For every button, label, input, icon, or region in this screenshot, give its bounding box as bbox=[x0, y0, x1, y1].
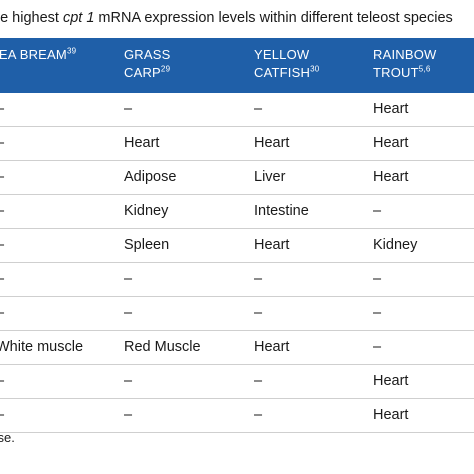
table-row: –––– bbox=[0, 297, 474, 331]
table-body: –––Heart–HeartHeartHeart–AdiposeLiverHea… bbox=[0, 93, 474, 433]
cell-yellow-catfish: Heart bbox=[254, 339, 290, 355]
cell-sea-bream: – bbox=[0, 161, 4, 194]
table-header: SEA BREAM39 GRASS CARP29 YELLOW CATFISH3… bbox=[0, 38, 474, 93]
cell-sea-bream: – bbox=[0, 297, 4, 330]
cell-sea-bream: – bbox=[0, 93, 4, 126]
cell-grass-carp: – bbox=[124, 101, 133, 117]
caption-text: he highest cpt 1 mRNA expression levels … bbox=[0, 0, 453, 36]
cell-grass-carp: – bbox=[124, 305, 133, 321]
cell-yellow-catfish: Heart bbox=[254, 237, 290, 253]
cell-grass-carp: Heart bbox=[124, 135, 160, 151]
cell-rainbow-trout: – bbox=[373, 305, 382, 321]
table-row: – – – Heart bbox=[0, 365, 474, 399]
cell-grass-carp: – bbox=[124, 407, 133, 423]
cell-sea-bream: – bbox=[0, 127, 4, 160]
cell-sea-bream: – bbox=[0, 399, 4, 432]
cell-rainbow-trout: Heart bbox=[373, 373, 409, 389]
header-rainbow-trout: RAINBOW TROUT5,6 bbox=[373, 47, 437, 80]
cell-rainbow-trout: – bbox=[373, 339, 382, 355]
table-row: – Heart Heart Heart bbox=[0, 127, 474, 161]
header-grass-carp: GRASS CARP29 bbox=[124, 47, 171, 80]
table-row: – Adipose Liver Heart bbox=[0, 161, 474, 195]
cell-sea-bream: – bbox=[0, 365, 4, 398]
cell-rainbow-trout: – bbox=[373, 203, 382, 219]
cell-yellow-catfish: Heart bbox=[254, 135, 290, 151]
cell-yellow-catfish: Intestine bbox=[254, 203, 309, 219]
caption-gene-name: cpt 1 bbox=[62, 10, 95, 26]
header-sea-bream: SEA BREAM39 bbox=[0, 46, 77, 62]
cell-rainbow-trout: Kidney bbox=[373, 237, 418, 253]
table-caption: he highest cpt 1 mRNA expression levels … bbox=[0, 0, 474, 38]
caption-prefix: he highest bbox=[0, 10, 59, 26]
table-row: – – – Heart bbox=[0, 399, 474, 433]
table-row: White muscle Red Muscle Heart – bbox=[0, 331, 474, 365]
table-row: – Spleen Heart Kidney bbox=[0, 229, 474, 263]
cell-sea-bream: – bbox=[0, 195, 4, 228]
cell-grass-carp: Red Muscle bbox=[124, 339, 201, 355]
header-yellow-catfish: YELLOW CATFISH30 bbox=[254, 47, 320, 80]
cell-rainbow-trout: Heart bbox=[373, 101, 409, 117]
table-row: – Kidney Intestine – bbox=[0, 195, 474, 229]
cell-grass-carp: – bbox=[124, 271, 133, 287]
caption-suffix: mRNA expression levels within different … bbox=[94, 10, 453, 26]
table-row: –––– bbox=[0, 263, 474, 297]
cell-yellow-catfish: Liver bbox=[254, 169, 286, 185]
cell-rainbow-trout: Heart bbox=[373, 169, 409, 185]
cell-yellow-catfish: – bbox=[254, 407, 263, 423]
table-row: – – – Heart bbox=[0, 93, 474, 127]
cell-sea-bream: – bbox=[0, 263, 4, 296]
cell-rainbow-trout: Heart bbox=[373, 407, 409, 423]
expression-table: SEA BREAM39 GRASS CARP29 YELLOW CATFISH3… bbox=[0, 38, 474, 433]
cell-rainbow-trout: – bbox=[373, 271, 382, 287]
cell-rainbow-trout: Heart bbox=[373, 135, 409, 151]
cell-yellow-catfish: – bbox=[254, 305, 263, 321]
cell-grass-carp: – bbox=[124, 373, 133, 389]
cell-yellow-catfish: – bbox=[254, 271, 263, 287]
cell-yellow-catfish: – bbox=[254, 373, 263, 389]
cell-yellow-catfish: – bbox=[254, 101, 263, 117]
cell-sea-bream: White muscle bbox=[0, 339, 84, 355]
cell-grass-carp: Spleen bbox=[124, 237, 170, 253]
table-footnote: rase. bbox=[0, 430, 15, 445]
cell-grass-carp: Adipose bbox=[124, 169, 177, 185]
cell-grass-carp: Kidney bbox=[124, 203, 169, 219]
cell-sea-bream: – bbox=[0, 229, 4, 262]
